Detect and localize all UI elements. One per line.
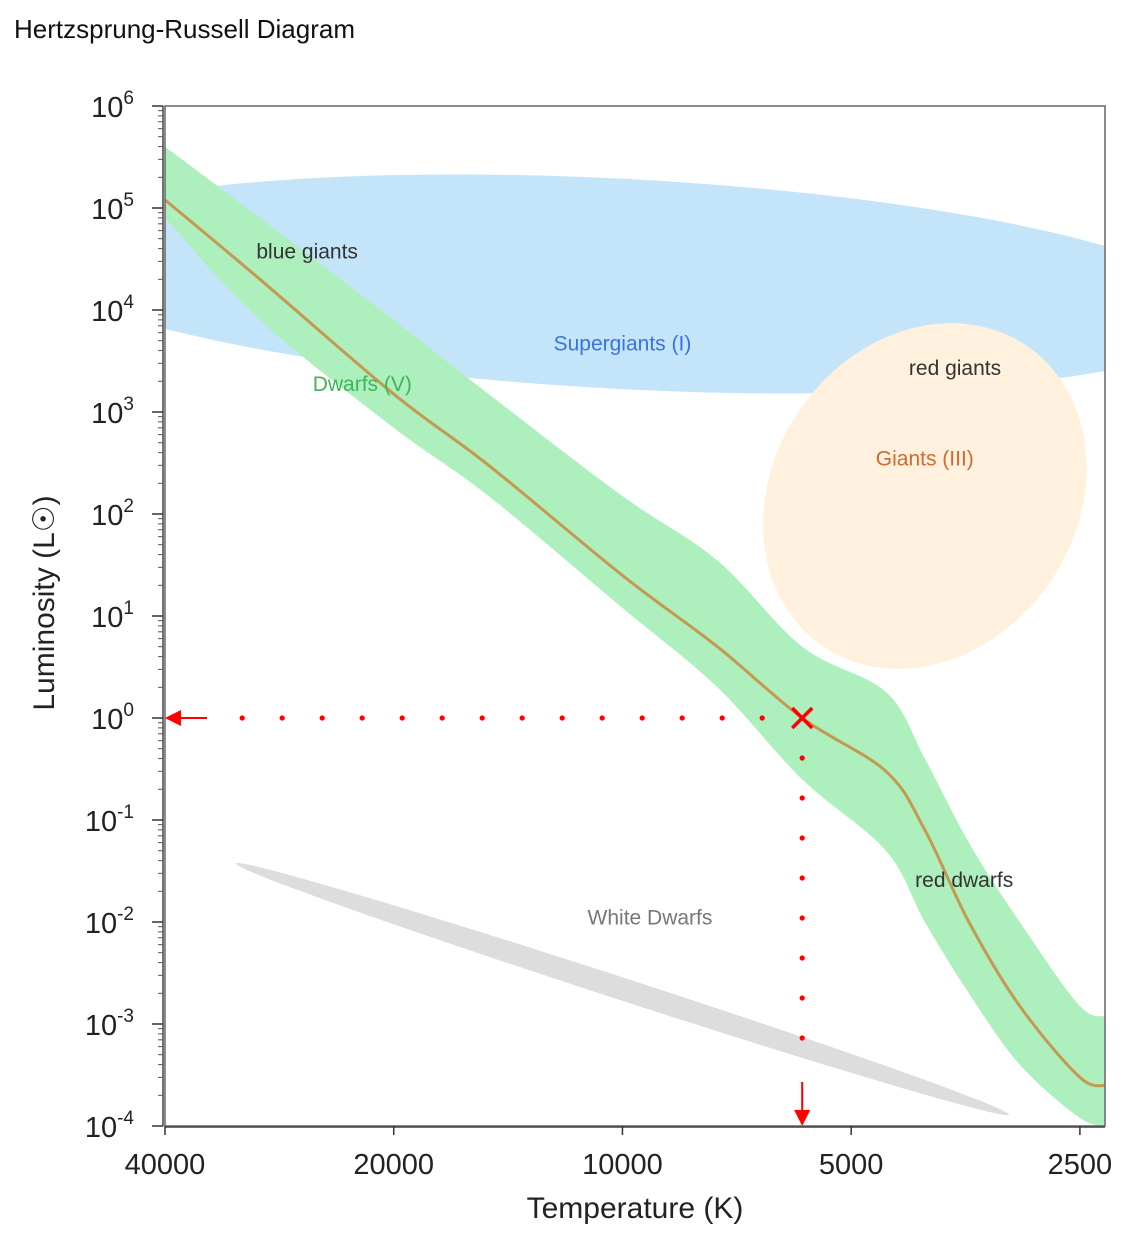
guide-dot-vertical bbox=[799, 995, 805, 1001]
guide-arrow-left-head bbox=[165, 710, 181, 726]
giants-region bbox=[763, 323, 1087, 669]
main-sequence-band bbox=[165, 146, 1105, 1126]
guide-dot-vertical bbox=[799, 915, 805, 921]
region-labels: Supergiants (I) blue giants Giants (III) re… bbox=[256, 240, 1013, 929]
guide-dot-horizontal bbox=[359, 715, 365, 721]
x-tick-label: 20000 bbox=[353, 1149, 434, 1181]
guide-dot-horizontal bbox=[559, 715, 565, 721]
main-sequence-label: Dwarfs (V) bbox=[313, 373, 412, 396]
guide-dot-horizontal bbox=[239, 715, 245, 721]
plot-frame bbox=[164, 105, 1106, 1127]
y-tick-label: 106 bbox=[91, 88, 134, 124]
x-tick-label: 40000 bbox=[125, 1149, 206, 1181]
guide-dot-horizontal bbox=[319, 715, 325, 721]
white-dwarfs-label: White Dwarfs bbox=[588, 906, 713, 929]
page-title: Hertzsprung-Russell Diagram bbox=[14, 14, 355, 44]
sun-marker bbox=[790, 706, 814, 730]
guide-dot-horizontal bbox=[679, 715, 685, 721]
x-axis-title: Temperature (K) bbox=[527, 1192, 744, 1225]
supergiants-sublabel: blue giants bbox=[256, 240, 358, 263]
guide-dot-horizontal bbox=[599, 715, 605, 721]
x-tick-label: 5000 bbox=[819, 1149, 884, 1181]
y-tick-label: 10-1 bbox=[85, 802, 134, 838]
y-tick-label: 10-3 bbox=[85, 1006, 134, 1042]
guide-dot-vertical bbox=[799, 755, 805, 761]
white-dwarfs-region bbox=[235, 863, 1010, 1116]
y-axis-title: Luminosity (L☉) bbox=[28, 495, 61, 710]
guide-dot-vertical bbox=[799, 875, 805, 881]
y-tick-label: 100 bbox=[91, 700, 134, 736]
main-sequence-layer bbox=[165, 146, 1105, 1126]
guide-dot-horizontal bbox=[479, 715, 485, 721]
marker-guides bbox=[165, 706, 814, 1126]
guide-dot-horizontal bbox=[759, 715, 765, 721]
red-dwarfs-label: red dwarfs bbox=[915, 869, 1013, 892]
y-tick-label: 102 bbox=[91, 496, 134, 532]
guide-dot-horizontal bbox=[279, 715, 285, 721]
x-tick-label: 10000 bbox=[582, 1149, 663, 1181]
guide-dot-vertical bbox=[799, 795, 805, 801]
guide-dot-vertical bbox=[799, 955, 805, 961]
y-tick-label: 105 bbox=[91, 190, 134, 226]
guide-dot-horizontal bbox=[639, 715, 645, 721]
guide-dot-horizontal bbox=[399, 715, 405, 721]
y-tick-label: 10-4 bbox=[85, 1108, 135, 1144]
giants-sublabel: red giants bbox=[909, 357, 1001, 380]
guide-dot-horizontal bbox=[519, 715, 525, 721]
y-tick-label: 103 bbox=[91, 394, 134, 430]
y-tick-label: 101 bbox=[91, 598, 134, 634]
guide-arrow-down-head bbox=[794, 1110, 811, 1126]
y-tick-label: 104 bbox=[91, 292, 134, 328]
guide-dot-horizontal bbox=[719, 715, 725, 721]
giants-label: Giants (III) bbox=[876, 447, 974, 470]
x-tick-label: 2500 bbox=[1048, 1149, 1113, 1181]
guide-dot-vertical bbox=[799, 835, 805, 841]
guide-dot-vertical bbox=[799, 1035, 805, 1041]
y-tick-label: 10-2 bbox=[85, 904, 134, 940]
supergiants-label: Supergiants (I) bbox=[554, 333, 692, 356]
guide-dot-horizontal bbox=[439, 715, 445, 721]
axes: 106 105 104 103 102 101 100 10-1 10-2 10-3 10-4 400… bbox=[85, 88, 1112, 1181]
main-sequence-line bbox=[165, 198, 1105, 1088]
